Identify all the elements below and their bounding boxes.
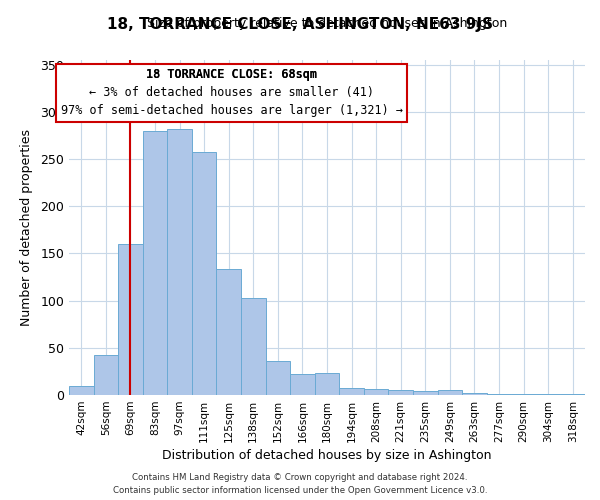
Bar <box>143 131 167 395</box>
Text: Contains HM Land Registry data © Crown copyright and database right 2024.
Contai: Contains HM Land Registry data © Crown c… <box>113 474 487 495</box>
Bar <box>437 390 462 395</box>
Bar <box>339 388 364 395</box>
Bar <box>364 390 388 395</box>
Bar <box>413 391 437 395</box>
X-axis label: Distribution of detached houses by size in Ashington: Distribution of detached houses by size … <box>162 449 492 462</box>
Bar <box>511 394 536 395</box>
Bar <box>217 270 241 395</box>
Bar <box>290 374 315 395</box>
Bar <box>315 374 339 395</box>
Bar <box>266 361 290 395</box>
Bar <box>536 394 560 395</box>
Bar <box>388 390 413 395</box>
Text: 18 TORRANCE CLOSE: 68sqm
← 3% of detached houses are smaller (41)
97% of semi-de: 18 TORRANCE CLOSE: 68sqm ← 3% of detache… <box>61 68 403 117</box>
Text: 18 TORRANCE CLOSE: 68sqm: 18 TORRANCE CLOSE: 68sqm <box>146 68 317 82</box>
Title: Size of property relative to detached houses in Ashington: Size of property relative to detached ho… <box>147 16 507 30</box>
Y-axis label: Number of detached properties: Number of detached properties <box>20 129 34 326</box>
Bar <box>118 244 143 395</box>
Bar <box>487 394 511 395</box>
Bar <box>462 393 487 395</box>
Bar <box>241 298 266 395</box>
Bar <box>560 394 585 395</box>
Bar <box>69 386 94 395</box>
Bar <box>94 356 118 395</box>
Text: 18, TORRANCE CLOSE, ASHINGTON, NE63 9JS: 18, TORRANCE CLOSE, ASHINGTON, NE63 9JS <box>107 18 493 32</box>
Bar <box>192 152 217 395</box>
Bar <box>167 129 192 395</box>
